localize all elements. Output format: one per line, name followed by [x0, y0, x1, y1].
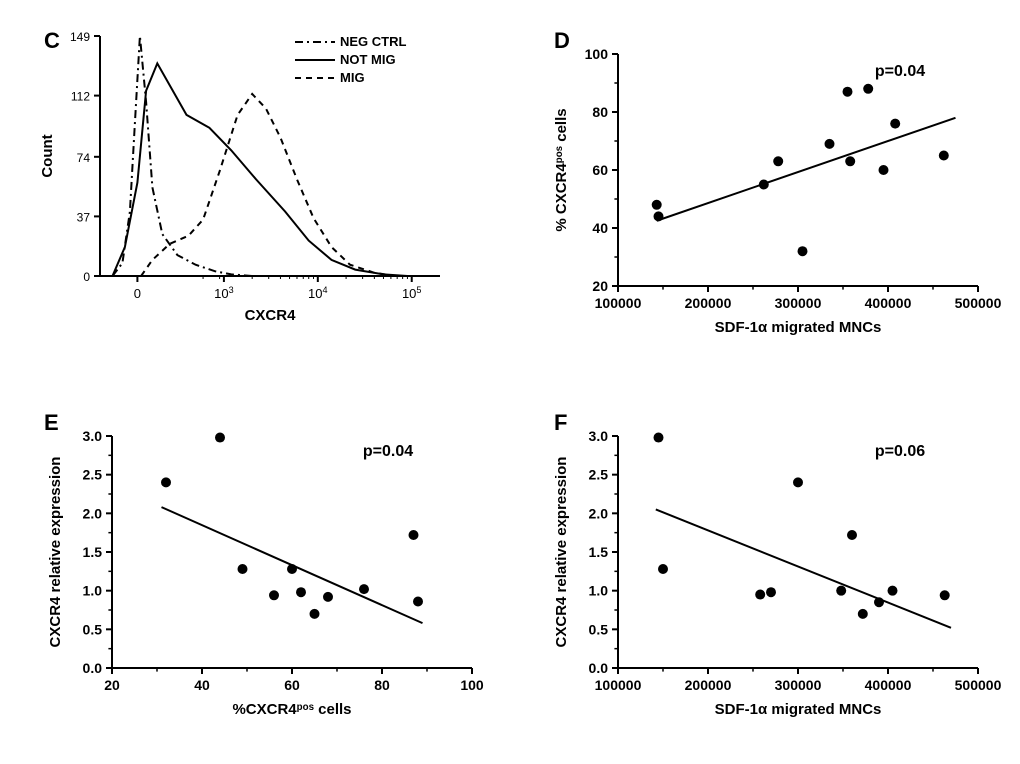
data-point: [874, 597, 884, 607]
y-tick-label: 0.0: [589, 660, 609, 676]
fit-line: [656, 509, 951, 627]
y-tick-label: 2.5: [589, 467, 609, 483]
x-axis-label: SDF-1α migrated MNCs: [715, 701, 882, 718]
data-point: [755, 590, 765, 600]
x-tick-label: 200000: [685, 677, 732, 693]
y-axis-label: CXCR4 relative expression: [553, 457, 570, 648]
y-tick-label: 0.5: [589, 621, 609, 637]
y-tick-label: 1.0: [589, 583, 609, 599]
data-point: [888, 586, 898, 596]
data-point: [654, 433, 664, 443]
panel-letter: F: [554, 410, 567, 435]
y-tick-label: 1.5: [589, 544, 609, 560]
data-point: [836, 586, 846, 596]
x-tick-label: 100000: [595, 677, 642, 693]
panel-F: 100000 200000 300000 400000 500000 0.0 0.5 1.0 1…: [0, 0, 1020, 764]
y-tick-label: 2.0: [589, 505, 609, 521]
data-point: [793, 477, 803, 487]
data-point: [766, 587, 776, 597]
data-point: [940, 590, 950, 600]
figure: 037741121490103104105NEG CTRLNOT MIGMIGC…: [0, 0, 1020, 764]
y-tick-label: 3.0: [589, 428, 609, 444]
data-point: [658, 564, 668, 574]
x-tick-label: 300000: [775, 677, 822, 693]
data-point: [858, 609, 868, 619]
x-tick-label: 400000: [865, 677, 912, 693]
data-point: [847, 530, 857, 540]
p-value: p=0.06: [875, 443, 925, 460]
x-tick-label: 500000: [955, 677, 1002, 693]
